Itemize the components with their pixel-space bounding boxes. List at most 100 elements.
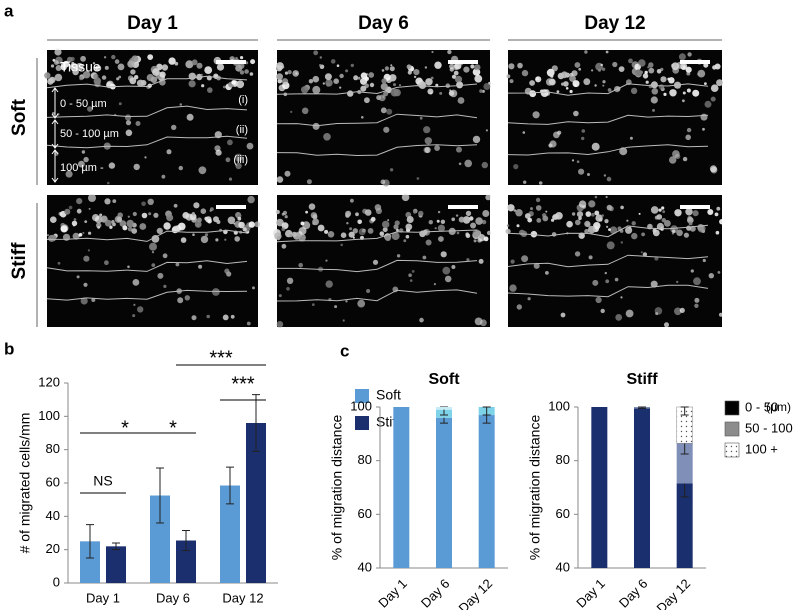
cell [687,52,692,57]
cell [527,217,533,223]
cell [435,84,438,87]
cell [276,62,284,70]
cell [125,120,132,126]
cell [325,259,328,262]
cell [207,218,212,224]
legend-swatch [355,389,369,403]
cell [451,217,456,222]
cell [692,89,700,97]
cell [515,209,523,217]
cell [416,177,420,180]
cell [483,236,489,242]
cell [606,204,613,211]
cell [509,79,514,84]
cell [669,156,677,164]
cell [394,220,400,226]
cell [565,87,569,90]
cell [44,72,51,79]
cell [236,80,245,89]
cell [719,312,723,317]
cell [418,210,424,217]
cell [87,106,93,112]
cell [225,157,231,163]
cell [212,288,220,296]
cell [281,78,289,85]
cell [687,216,694,224]
cell [360,85,367,92]
y-tick-label: 100 [350,398,372,413]
cell [161,64,169,71]
cell [313,50,319,56]
cell [274,232,282,240]
cell [112,222,116,227]
y-tick-label: 60 [46,474,60,489]
cell [418,81,427,89]
cell [224,268,230,274]
x-tick-label: Day 1 [375,576,410,610]
cell [405,234,410,239]
cell [151,235,160,243]
cell [357,299,366,308]
cell [592,279,599,286]
cell [93,73,99,80]
boundary-line [507,254,709,268]
cell [694,297,700,303]
cell [640,251,643,254]
boundary-line [276,229,478,243]
cell [324,73,332,81]
cell [474,317,483,326]
cell [131,228,138,234]
cell [104,65,109,70]
cell [382,220,390,229]
x-tick-label: Day 6 [156,590,190,605]
cell [228,177,233,181]
cell [80,297,88,305]
cell [522,131,526,134]
cell [136,79,145,87]
cell [578,232,585,239]
cell [591,69,594,72]
cell [447,49,452,55]
cell [472,229,481,238]
cell [702,258,706,263]
cell [453,70,459,76]
cell [159,71,166,78]
cell [76,208,82,214]
cell [557,130,562,135]
cell [507,204,515,212]
cell [650,280,658,288]
cell [323,133,331,141]
cell [576,211,584,218]
cell [383,91,389,97]
cell [239,70,245,75]
cell [620,205,624,210]
micrograph [47,195,258,327]
cell [535,205,542,211]
cell [588,255,593,260]
error-bar [112,542,120,551]
bar [150,495,170,583]
cell [364,97,370,104]
boundary-line [507,224,709,238]
cell [475,217,483,225]
cell [669,89,677,97]
cell [325,79,333,87]
column-header: Day 1 [127,13,178,34]
cell [434,61,442,69]
cell [406,64,412,70]
cell [124,114,132,121]
cell [433,283,436,286]
cell [200,208,207,214]
cell [381,78,387,84]
cell [384,66,389,71]
cell [716,79,723,87]
cell [481,219,487,225]
cell [387,219,390,222]
cell [237,213,242,218]
cell [189,213,197,221]
cell [647,66,650,69]
chart-title: Soft [428,371,460,388]
cell [685,208,693,216]
cell [131,55,139,63]
cell [250,59,256,65]
